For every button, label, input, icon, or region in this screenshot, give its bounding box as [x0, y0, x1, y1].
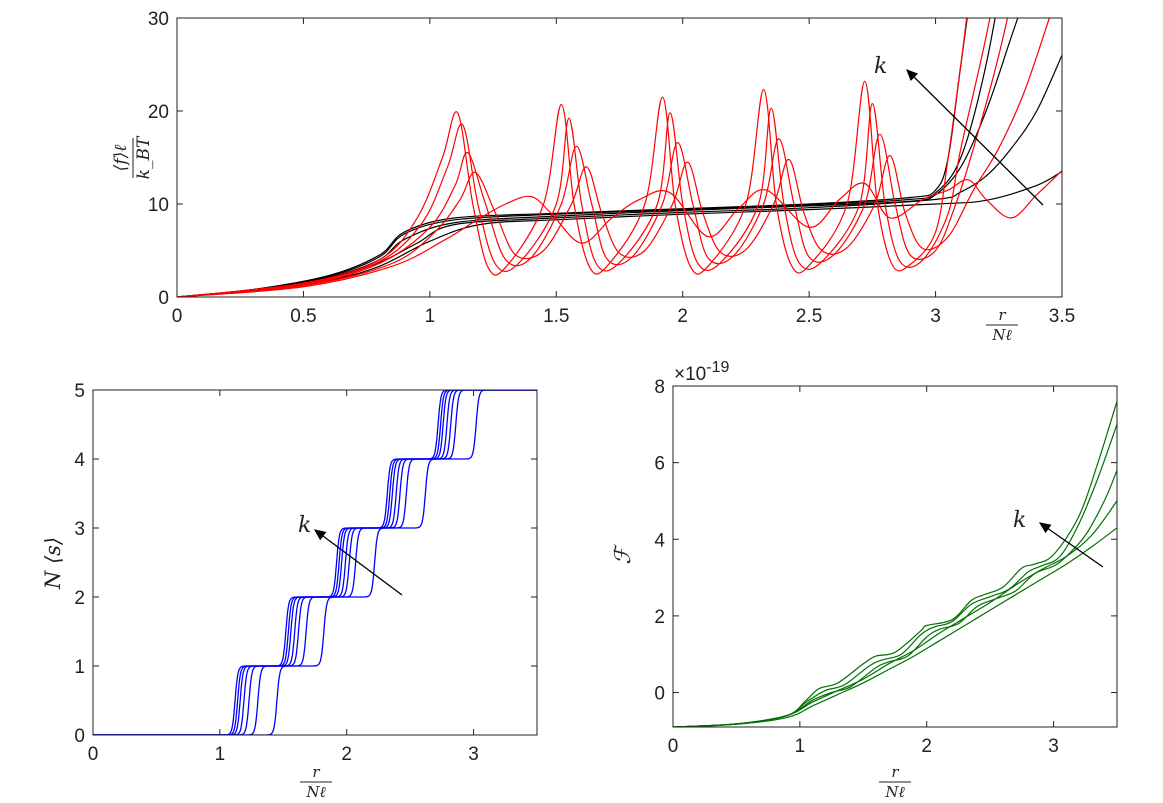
force-x-tick-label: 1: [425, 306, 436, 327]
force-y-tick-label: 0: [158, 288, 169, 309]
force-k-arrow: [906, 69, 1044, 206]
force-x-tick-label: 3.5: [1049, 306, 1075, 327]
free-energy-x-tick-label: 0: [668, 736, 679, 757]
force-series-line: [177, 18, 968, 297]
occupancy-axes-frame: [92, 389, 538, 736]
free-energy-series-line: [673, 470, 1117, 727]
force-y-label: ⟨f⟩ℓ k_BT: [111, 135, 154, 179]
occupancy-k-annotation: k: [298, 513, 311, 538]
force-series-line: [177, 18, 1050, 297]
occupancy-x-label: r Nℓ: [300, 763, 332, 801]
force-k-annotation: k: [874, 54, 887, 79]
force-y-label-denominator: k_BT: [134, 135, 154, 179]
free-energy-k-arrow: [1038, 522, 1104, 568]
occupancy-y-tick-label: 4: [74, 450, 85, 471]
occupancy-series-line: [93, 390, 537, 735]
occupancy-x-tick-label: 1: [215, 744, 226, 765]
occupancy-k-arrow: [313, 529, 403, 596]
force-series-line: [177, 18, 968, 297]
force-x-label-numerator: r: [998, 306, 1006, 324]
free-energy-curves: [673, 401, 1117, 727]
free-energy-y-tick-label: 6: [654, 454, 665, 475]
occupancy-x-tick-label: 2: [341, 744, 352, 765]
force-series-line: [177, 170, 1062, 297]
occupancy-y-tick-label: 3: [74, 519, 85, 540]
free-energy-x-label: r Nℓ: [879, 763, 911, 801]
force-series-line: [177, 18, 1009, 297]
free-energy-ticks: 0 1 2 3 0 2 4 6 8: [654, 377, 1117, 757]
force-x-label: r Nℓ: [986, 306, 1018, 344]
occupancy-y-tick-label: 0: [74, 726, 85, 747]
occupancy-y-tick-label: 2: [74, 588, 85, 609]
occupancy-x-tick-label: 0: [88, 744, 99, 765]
free-energy-k-annotation: k: [1013, 508, 1026, 533]
occupancy-ticks: 0 1 2 3 0 1 2 3 4 5: [74, 381, 537, 765]
occupancy-x-label-denominator: Nℓ: [305, 783, 325, 801]
free-energy-x-tick-label: 1: [795, 736, 806, 757]
free-energy-y-tick-label: 0: [654, 684, 665, 705]
force-series-line: [177, 18, 991, 297]
force-ticks: 0 0.5 1 1.5 2 2.5 3 3.5 0 10 20 30: [148, 9, 1075, 327]
force-series-line: [177, 170, 1062, 297]
free-energy-exponent-base: ×10: [674, 364, 706, 385]
occupancy-plot: 0 1 2 3 0 1 2 3 4 5 N ⟨s⟩ r Nℓ k: [41, 381, 538, 801]
force-x-tick-label: 2: [677, 306, 688, 327]
force-x-tick-label: 2.5: [796, 306, 822, 327]
force-axes-frame: [176, 17, 1063, 298]
occupancy-y-tick-label: 5: [74, 381, 85, 402]
force-y-tick-label: 30: [148, 9, 169, 30]
occupancy-series-line: [93, 390, 537, 735]
occupancy-x-tick-label: 3: [468, 744, 479, 765]
force-y-tick-label: 20: [148, 102, 169, 123]
free-energy-x-tick-label: 2: [921, 736, 932, 757]
free-energy-plot: 0 1 2 3 0 2 4 6 8 ℱ ×10-19 r Nℓ k: [611, 359, 1118, 801]
free-energy-exponent-power: -19: [706, 359, 729, 376]
force-x-tick-label: 0.5: [290, 306, 316, 327]
free-energy-x-tick-label: 3: [1048, 736, 1059, 757]
force-y-tick-label: 10: [148, 195, 169, 216]
free-energy-series-line: [673, 500, 1117, 727]
force-x-tick-label: 3: [930, 306, 941, 327]
free-energy-series-line: [673, 401, 1117, 727]
free-energy-y-tick-label: 8: [654, 377, 665, 398]
occupancy-series-line: [93, 390, 537, 735]
occupancy-y-label: N ⟨s⟩: [41, 537, 65, 590]
occupancy-y-tick-label: 1: [74, 657, 85, 678]
occupancy-series-line: [93, 390, 537, 735]
force-plot: 0 0.5 1 1.5 2 2.5 3 3.5 0 10 20 30 ⟨f⟩ℓ k_BT r Nℓ k: [111, 9, 1075, 344]
free-energy-axes-frame: [672, 385, 1118, 728]
force-x-tick-label: 1.5: [543, 306, 569, 327]
occupancy-x-label-numerator: r: [312, 763, 320, 781]
free-energy-x-label-numerator: r: [891, 763, 899, 781]
free-energy-series-line: [673, 527, 1117, 727]
free-energy-x-label-denominator: Nℓ: [884, 783, 904, 801]
force-x-tick-label: 0: [172, 306, 183, 327]
free-energy-series-line: [673, 424, 1117, 727]
force-x-label-denominator: Nℓ: [991, 326, 1011, 344]
force-curves: [177, 18, 1062, 297]
occupancy-series-line: [93, 390, 537, 735]
occupancy-series-line: [93, 390, 537, 735]
force-y-label-numerator: ⟨f⟩ℓ: [111, 145, 131, 172]
free-energy-y-label: ℱ: [611, 544, 636, 565]
force-series-line: [177, 18, 996, 297]
free-energy-y-tick-label: 4: [654, 530, 665, 551]
occupancy-series-line: [93, 390, 537, 735]
occupancy-curves: [93, 390, 537, 735]
free-energy-y-tick-label: 2: [654, 607, 665, 628]
force-series-line: [177, 18, 1019, 297]
free-energy-exponent: ×10-19: [674, 359, 729, 385]
